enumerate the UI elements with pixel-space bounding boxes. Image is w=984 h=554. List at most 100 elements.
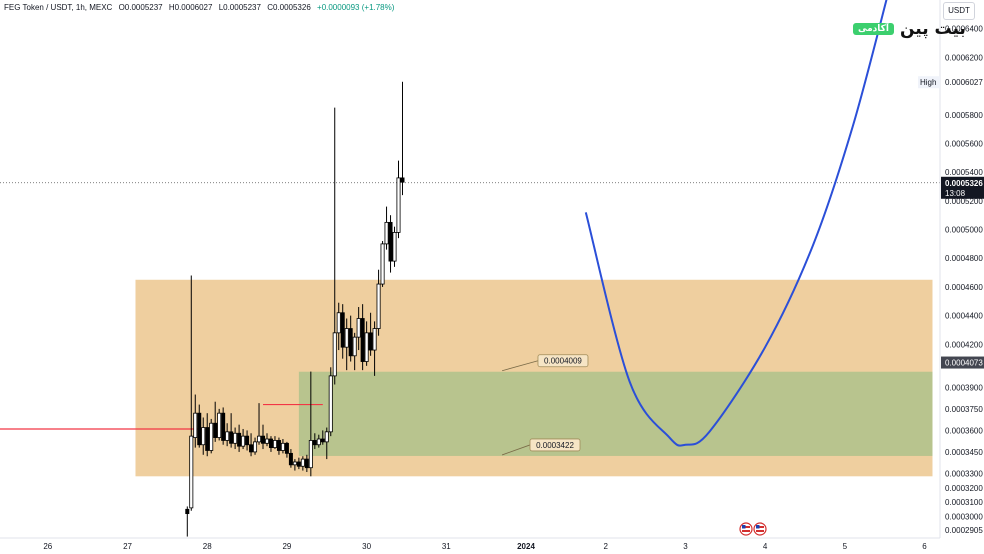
- candle-body: [400, 177, 405, 183]
- symbol-legend: FEG Token / USDT, 1h, MEXC O0.0005237 H0…: [4, 3, 398, 12]
- candle-body: [388, 221, 393, 262]
- symbol-title: FEG Token / USDT, 1h, MEXC: [4, 3, 113, 12]
- currency-selector[interactable]: USDT: [943, 2, 975, 20]
- candle-body: [352, 336, 357, 357]
- time-tick-label: 30: [362, 542, 371, 551]
- candle-body: [296, 461, 301, 467]
- price-tick-label: 0.0005400: [945, 168, 983, 177]
- candle-body: [276, 440, 281, 451]
- countdown-label: 13:08: [945, 189, 966, 198]
- price-tick-label: 0.0004800: [945, 254, 983, 263]
- current-price-label: 0.0005326: [945, 179, 983, 188]
- brand-watermark: بیت پین آکادمی: [853, 19, 966, 39]
- candle-body: [372, 328, 377, 351]
- candle-body: [308, 440, 313, 469]
- time-tick-label: 31: [442, 542, 451, 551]
- candle-body: [380, 243, 385, 285]
- candle-body: [356, 318, 361, 338]
- candle-body: [193, 412, 198, 438]
- candle-body: [253, 441, 258, 453]
- flag-stripe: [756, 530, 764, 532]
- candle-body: [245, 435, 250, 446]
- high-marker-label: High: [920, 78, 936, 87]
- candle-body: [312, 440, 317, 446]
- time-tick-label: 28: [203, 542, 212, 551]
- candle-body: [229, 431, 234, 444]
- candle-body: [249, 444, 254, 453]
- candle-body: [284, 442, 289, 454]
- candle-body: [300, 458, 305, 467]
- price-tick-label: 0.0004200: [945, 340, 983, 349]
- candle-body: [213, 422, 218, 438]
- projection-curve: [584, 0, 888, 447]
- candle-body: [264, 438, 269, 444]
- price-tick-label: 0.0002905: [945, 526, 983, 535]
- candle-body: [316, 438, 321, 446]
- candle-body: [217, 412, 222, 438]
- candle-body: [225, 431, 230, 441]
- price-tick-label: 0.0006400: [945, 25, 983, 34]
- candle-body: [201, 427, 206, 446]
- ohlc-high: H0.0006027: [168, 3, 213, 12]
- candle-body: [209, 422, 214, 451]
- candle-body: [384, 221, 389, 245]
- candle-body: [233, 432, 238, 444]
- candle-body: [348, 328, 353, 357]
- flag-canton: [742, 525, 746, 529]
- demand-zone: [298, 371, 933, 456]
- us-flag-event-icon: [739, 522, 753, 536]
- price-tick-label: 0.0006200: [945, 53, 983, 62]
- candle-body: [324, 431, 329, 443]
- high-marker-tag: [918, 76, 940, 89]
- ohlc-change: +0.0000093 (+1.78%): [317, 3, 395, 12]
- candle-body: [237, 432, 242, 447]
- level-price-tag: [941, 356, 984, 369]
- time-tick-label: 4: [763, 542, 768, 551]
- candle-body: [360, 318, 365, 362]
- candle-body: [396, 177, 401, 233]
- candle-body: [304, 458, 309, 469]
- candle-body: [392, 232, 397, 262]
- price-tick-label: 0.0003750: [945, 405, 983, 414]
- candle-body: [288, 452, 293, 466]
- brand-name: بیت پین: [900, 19, 966, 39]
- candle-body: [344, 328, 349, 348]
- time-tick-label: 27: [123, 542, 132, 551]
- candle-body: [257, 435, 262, 443]
- annotation-label: 0.0004009: [544, 357, 582, 366]
- candle-body: [280, 442, 285, 451]
- candle-body: [261, 435, 266, 444]
- candle-body: [336, 312, 341, 334]
- candle-body: [340, 312, 345, 348]
- candle-body: [368, 332, 373, 351]
- time-tick-label: 29: [282, 542, 291, 551]
- time-tick-label: 3: [683, 542, 688, 551]
- flag-stripe: [742, 526, 750, 528]
- annotation-leader: [501, 444, 531, 456]
- candle-body: [189, 435, 194, 509]
- time-tick-label: 6: [922, 542, 927, 551]
- ohlc-low: L0.0005237: [218, 3, 261, 12]
- price-tick-label: 0.0003900: [945, 383, 983, 392]
- price-tick-label: 0.0003100: [945, 498, 983, 507]
- flag-circle: [739, 522, 753, 536]
- current-price-tag: [941, 176, 984, 199]
- price-tick-label: 0.0005000: [945, 226, 983, 235]
- candle-body: [197, 412, 202, 446]
- price-tick-label: 0.0003600: [945, 426, 983, 435]
- time-tick-label: 2024: [517, 542, 535, 551]
- candle-body: [332, 332, 337, 377]
- flag-circle: [753, 522, 767, 536]
- flag-canton: [756, 525, 760, 529]
- high-price-label: 0.0006027: [945, 78, 983, 87]
- candle-body: [185, 508, 190, 515]
- annotation-box: [529, 438, 581, 452]
- price-tick-label: 0.0003000: [945, 512, 983, 521]
- candle-body: [221, 412, 226, 441]
- annotation-label: 0.0003422: [536, 441, 574, 450]
- candle-body: [241, 435, 246, 447]
- candle-body: [205, 427, 210, 451]
- candle-body: [376, 283, 381, 329]
